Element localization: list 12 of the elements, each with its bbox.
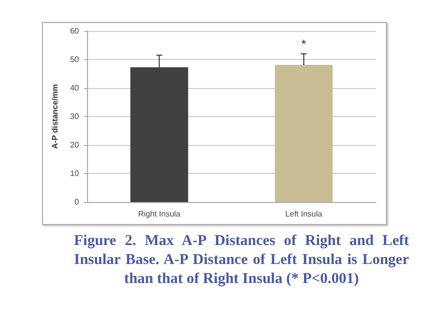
y-tick-label: 60 [70, 26, 80, 36]
y-tick-label: 0 [74, 198, 80, 206]
y-tick-label: 40 [70, 84, 80, 92]
x-tick-label: Right Insula [138, 210, 181, 218]
annotation: * [301, 36, 306, 51]
y-tick-label: 30 [70, 112, 80, 121]
y-tick-label: 10 [70, 169, 80, 178]
y-tick-label: 50 [70, 55, 80, 64]
y-tick-label: 20 [70, 140, 80, 150]
x-tick-label: Left Insula [285, 210, 323, 218]
y-axis-title: A-P distance/mm [50, 84, 60, 149]
caption: Figure 2. Max A-P Distances of Right and Left Insular Base. A-P Distance of Left Insula is Longer than that of Right Insula (* P<0.001) [74, 232, 409, 289]
